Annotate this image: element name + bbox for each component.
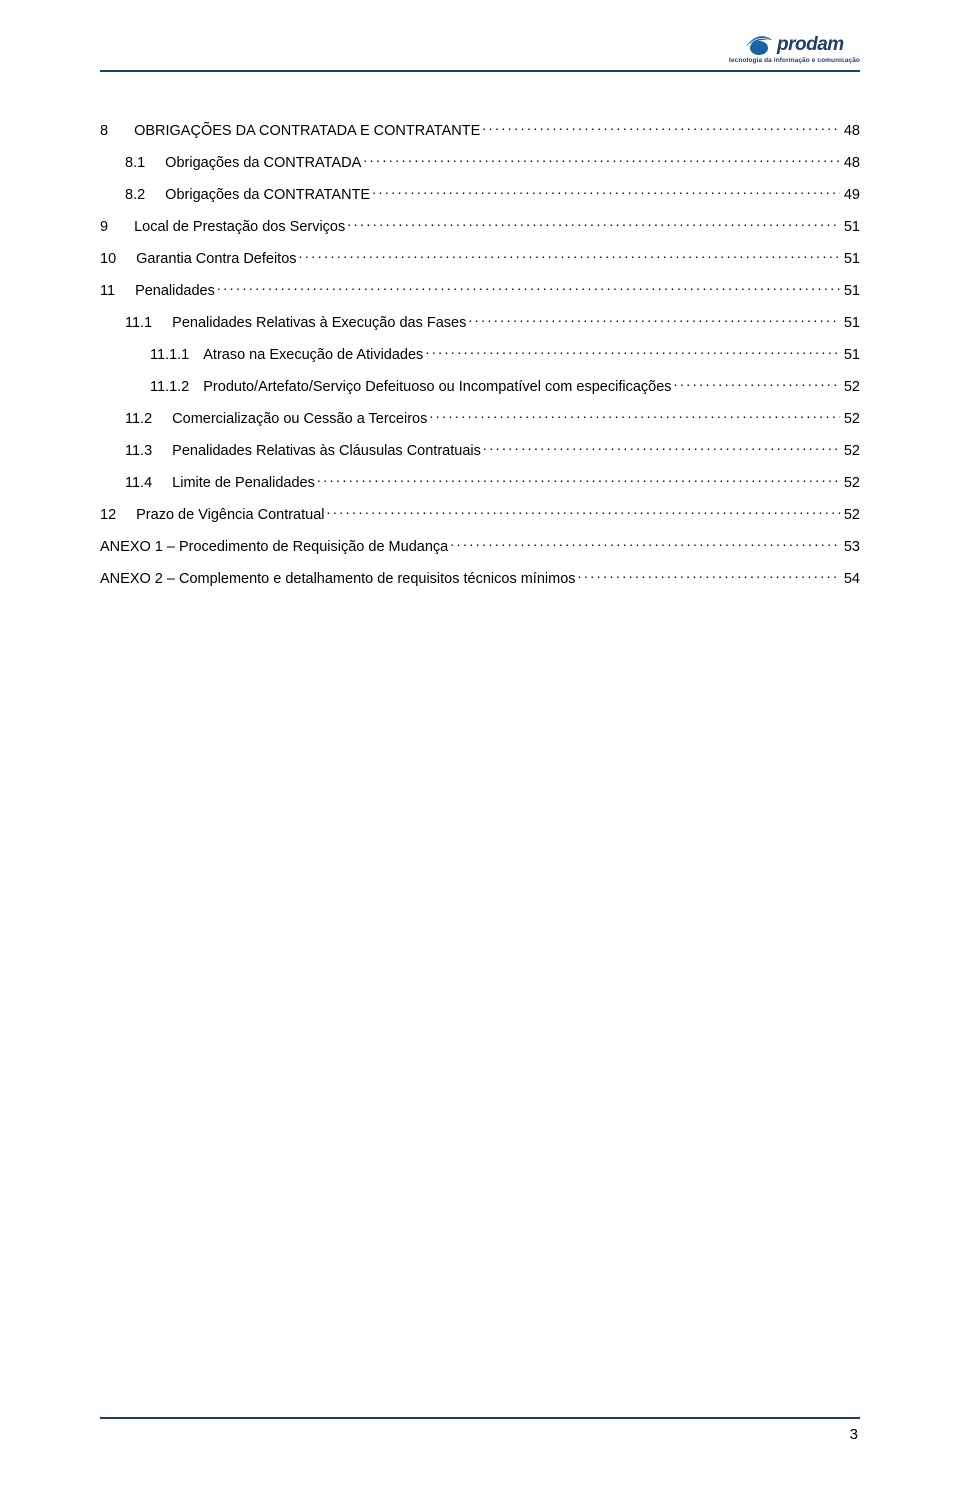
toc-number: 9 [100,218,134,238]
toc-number: 11.1.1 [100,346,203,366]
table-of-contents: 8OBRIGAÇÕES DA CONTRATADA E CONTRATANTE 4… [100,120,860,590]
toc-title: Comercialização ou Cessão a Terceiros [172,410,427,430]
toc-leader [299,248,840,263]
toc-entry: 12Prazo de Vigência Contratual 52 [100,505,860,526]
toc-title: OBRIGAÇÕES DA CONTRATADA E CONTRATANTE [134,122,480,142]
toc-page: 52 [842,474,860,494]
toc-page: 49 [842,186,860,206]
toc-leader [429,409,839,424]
toc-title: Penalidades Relativas às Cláusulas Contr… [172,442,481,462]
toc-page: 53 [842,538,860,558]
page-number: 3 [850,1426,858,1443]
toc-entry: 11Penalidades 51 [100,280,860,301]
toc-entry: 8.2Obrigações da CONTRATANTE 49 [100,184,860,205]
toc-number: 12 [100,506,136,526]
toc-entry: 11.4Limite de Penalidades 52 [100,473,860,494]
toc-leader [425,344,840,359]
toc-entry: 11.2Comercialização ou Cessão a Terceiro… [100,409,860,430]
toc-page: 52 [842,378,860,398]
brand-tagline: tecnologia da informação e comunicação [729,57,860,64]
brand-name: prodam [777,34,844,56]
toc-number: 10 [100,250,136,270]
toc-title: Obrigações da CONTRATANTE [165,186,370,206]
toc-leader [450,537,840,552]
toc-leader [372,184,840,199]
toc-leader [482,120,840,135]
toc-entry: ANEXO 2 – Complemento e detalhamento de … [100,569,860,590]
toc-page: 48 [842,154,860,174]
toc-page: 54 [842,570,860,590]
toc-number: 11.1 [100,314,172,334]
toc-page: 51 [842,282,860,302]
toc-leader [327,505,840,520]
toc-title: Obrigações da CONTRATADA [165,154,361,174]
toc-title: Prazo de Vigência Contratual [136,506,324,526]
toc-entry: 9Local de Prestação dos Serviços 51 [100,216,860,237]
toc-number: 11.1.2 [100,378,203,398]
toc-title: ANEXO 1 – Procedimento de Requisição de … [100,538,448,558]
toc-number: 11.4 [100,474,172,494]
toc-entry: 11.1.2Produto/Artefato/Serviço Defeituos… [100,377,860,398]
brand-logo: prodam tecnologia da informação e comuni… [729,34,860,64]
toc-page: 51 [842,346,860,366]
toc-title: Penalidades [135,282,215,302]
toc-leader [578,569,840,584]
toc-number: 11.2 [100,410,172,430]
toc-leader [317,473,840,488]
toc-leader [468,312,840,327]
toc-title: Local de Prestação dos Serviços [134,218,345,238]
toc-title: Produto/Artefato/Serviço Defeituoso ou I… [203,378,671,398]
toc-number: 8.2 [100,186,165,206]
toc-title: Garantia Contra Defeitos [136,250,296,270]
toc-title: ANEXO 2 – Complemento e detalhamento de … [100,570,576,590]
toc-title: Atraso na Execução de Atividades [203,346,423,366]
toc-entry: 11.1.1Atraso na Execução de Atividades 51 [100,344,860,365]
toc-leader [347,216,840,231]
toc-leader [363,152,840,167]
toc-entry: 8OBRIGAÇÕES DA CONTRATADA E CONTRATANTE 4… [100,120,860,141]
header-rule [100,70,860,72]
toc-number: 8 [100,122,134,142]
toc-entry: 11.1Penalidades Relativas à Execução das… [100,312,860,333]
toc-number: 8.1 [100,154,165,174]
toc-number: 11.3 [100,442,172,462]
toc-page: 51 [842,314,860,334]
footer-rule [100,1417,860,1419]
toc-leader [674,377,840,392]
toc-page: 51 [842,218,860,238]
toc-page: 48 [842,122,860,142]
toc-leader [217,280,840,295]
toc-title: Limite de Penalidades [172,474,315,494]
toc-entry: 11.3Penalidades Relativas às Cláusulas C… [100,441,860,462]
toc-title: Penalidades Relativas à Execução das Fas… [172,314,466,334]
toc-entry: ANEXO 1 – Procedimento de Requisição de … [100,537,860,558]
toc-page: 52 [842,506,860,526]
globe-swoosh-icon [745,34,773,56]
toc-page: 52 [842,442,860,462]
toc-entry: 8.1Obrigações da CONTRATADA 48 [100,152,860,173]
toc-number: 11 [100,282,135,302]
toc-leader [483,441,840,456]
toc-entry: 10Garantia Contra Defeitos 51 [100,248,860,269]
toc-page: 51 [842,250,860,270]
toc-page: 52 [842,410,860,430]
